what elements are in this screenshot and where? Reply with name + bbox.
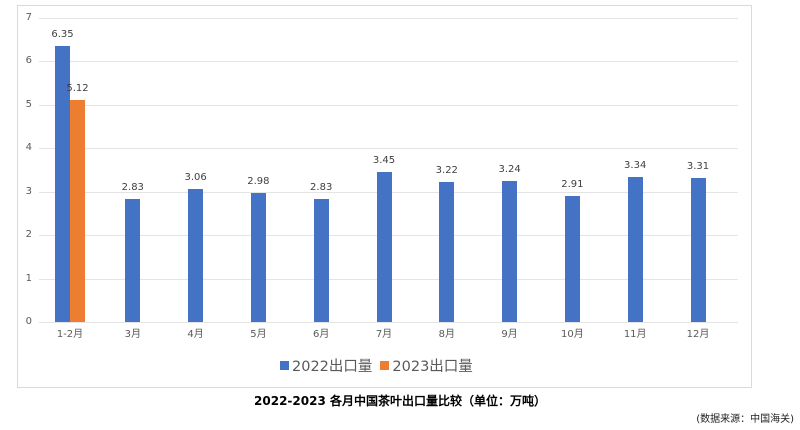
- legend-swatch: [380, 360, 390, 370]
- bar-2022: [502, 181, 518, 322]
- bar-2022: [55, 46, 70, 322]
- y-axis-tick-label: 0: [25, 316, 32, 327]
- gridline: [39, 18, 738, 19]
- bar-2022: [690, 178, 706, 322]
- bar-2022: [439, 182, 455, 322]
- y-axis-tick-label: 7: [25, 12, 32, 23]
- data-label: 3.22: [435, 165, 458, 177]
- gridline: [39, 322, 738, 323]
- gridline: [39, 148, 738, 149]
- legend-item: 2022出口量: [280, 355, 372, 376]
- x-axis-tick-label: 10月: [561, 329, 584, 340]
- data-label: 6.35: [51, 29, 74, 41]
- data-label: 3.31: [686, 161, 710, 173]
- bar-2022: [188, 189, 204, 322]
- chart-legend: 2022出口量 2023出口量: [280, 355, 481, 376]
- bar-2022: [564, 195, 580, 322]
- x-axis-tick-label: 7月: [375, 329, 393, 340]
- data-label: 2.98: [247, 175, 270, 187]
- legend-swatch: [280, 360, 289, 370]
- data-label: 3.45: [372, 155, 396, 167]
- data-label: 3.24: [498, 164, 521, 176]
- data-label: 3.34: [624, 159, 647, 171]
- x-axis-tick-label: 11月: [623, 329, 647, 340]
- legend-label: 2022出口量: [292, 358, 373, 375]
- data-label: 2.91: [561, 178, 584, 190]
- bar-2023: [70, 99, 85, 322]
- data-label: 2.83: [121, 182, 144, 194]
- y-axis-tick-label: 2: [25, 229, 32, 240]
- bar-2022: [376, 172, 392, 322]
- legend-label: 2023出口量: [392, 358, 473, 375]
- data-label: 5.12: [66, 82, 89, 94]
- legend-item: 2023出口量: [380, 355, 473, 376]
- data-label: 2.83: [310, 182, 333, 194]
- data-source-note: (数据来源：中国海关): [696, 414, 794, 425]
- y-axis-tick-label: 1: [25, 273, 32, 284]
- gridline: [39, 61, 738, 62]
- x-axis-tick-label: 12月: [686, 329, 710, 340]
- bar-2022: [125, 199, 141, 322]
- y-axis-tick-label: 4: [25, 142, 32, 153]
- bar-2022: [250, 192, 266, 322]
- bar-2022: [313, 199, 329, 322]
- x-axis-tick-label: 6月: [313, 329, 330, 340]
- chart-title: 2022-2023 各月中国茶叶出口量比较（单位：万吨）: [254, 394, 546, 408]
- x-axis-tick-label: 8月: [438, 329, 455, 340]
- bar-2022: [627, 176, 643, 322]
- x-axis-tick-label: 3月: [124, 329, 141, 340]
- gridline: [39, 105, 738, 106]
- x-axis-tick-label: 4月: [187, 329, 204, 340]
- x-axis-tick-label: 5月: [250, 329, 267, 340]
- x-axis-tick-label: 1-2月: [56, 329, 84, 340]
- y-axis-tick-label: 6: [25, 55, 32, 66]
- data-label: 3.06: [184, 172, 207, 184]
- y-axis-tick-label: 5: [25, 99, 32, 110]
- x-axis-tick-label: 9月: [501, 329, 518, 340]
- y-axis-tick-label: 3: [25, 186, 32, 197]
